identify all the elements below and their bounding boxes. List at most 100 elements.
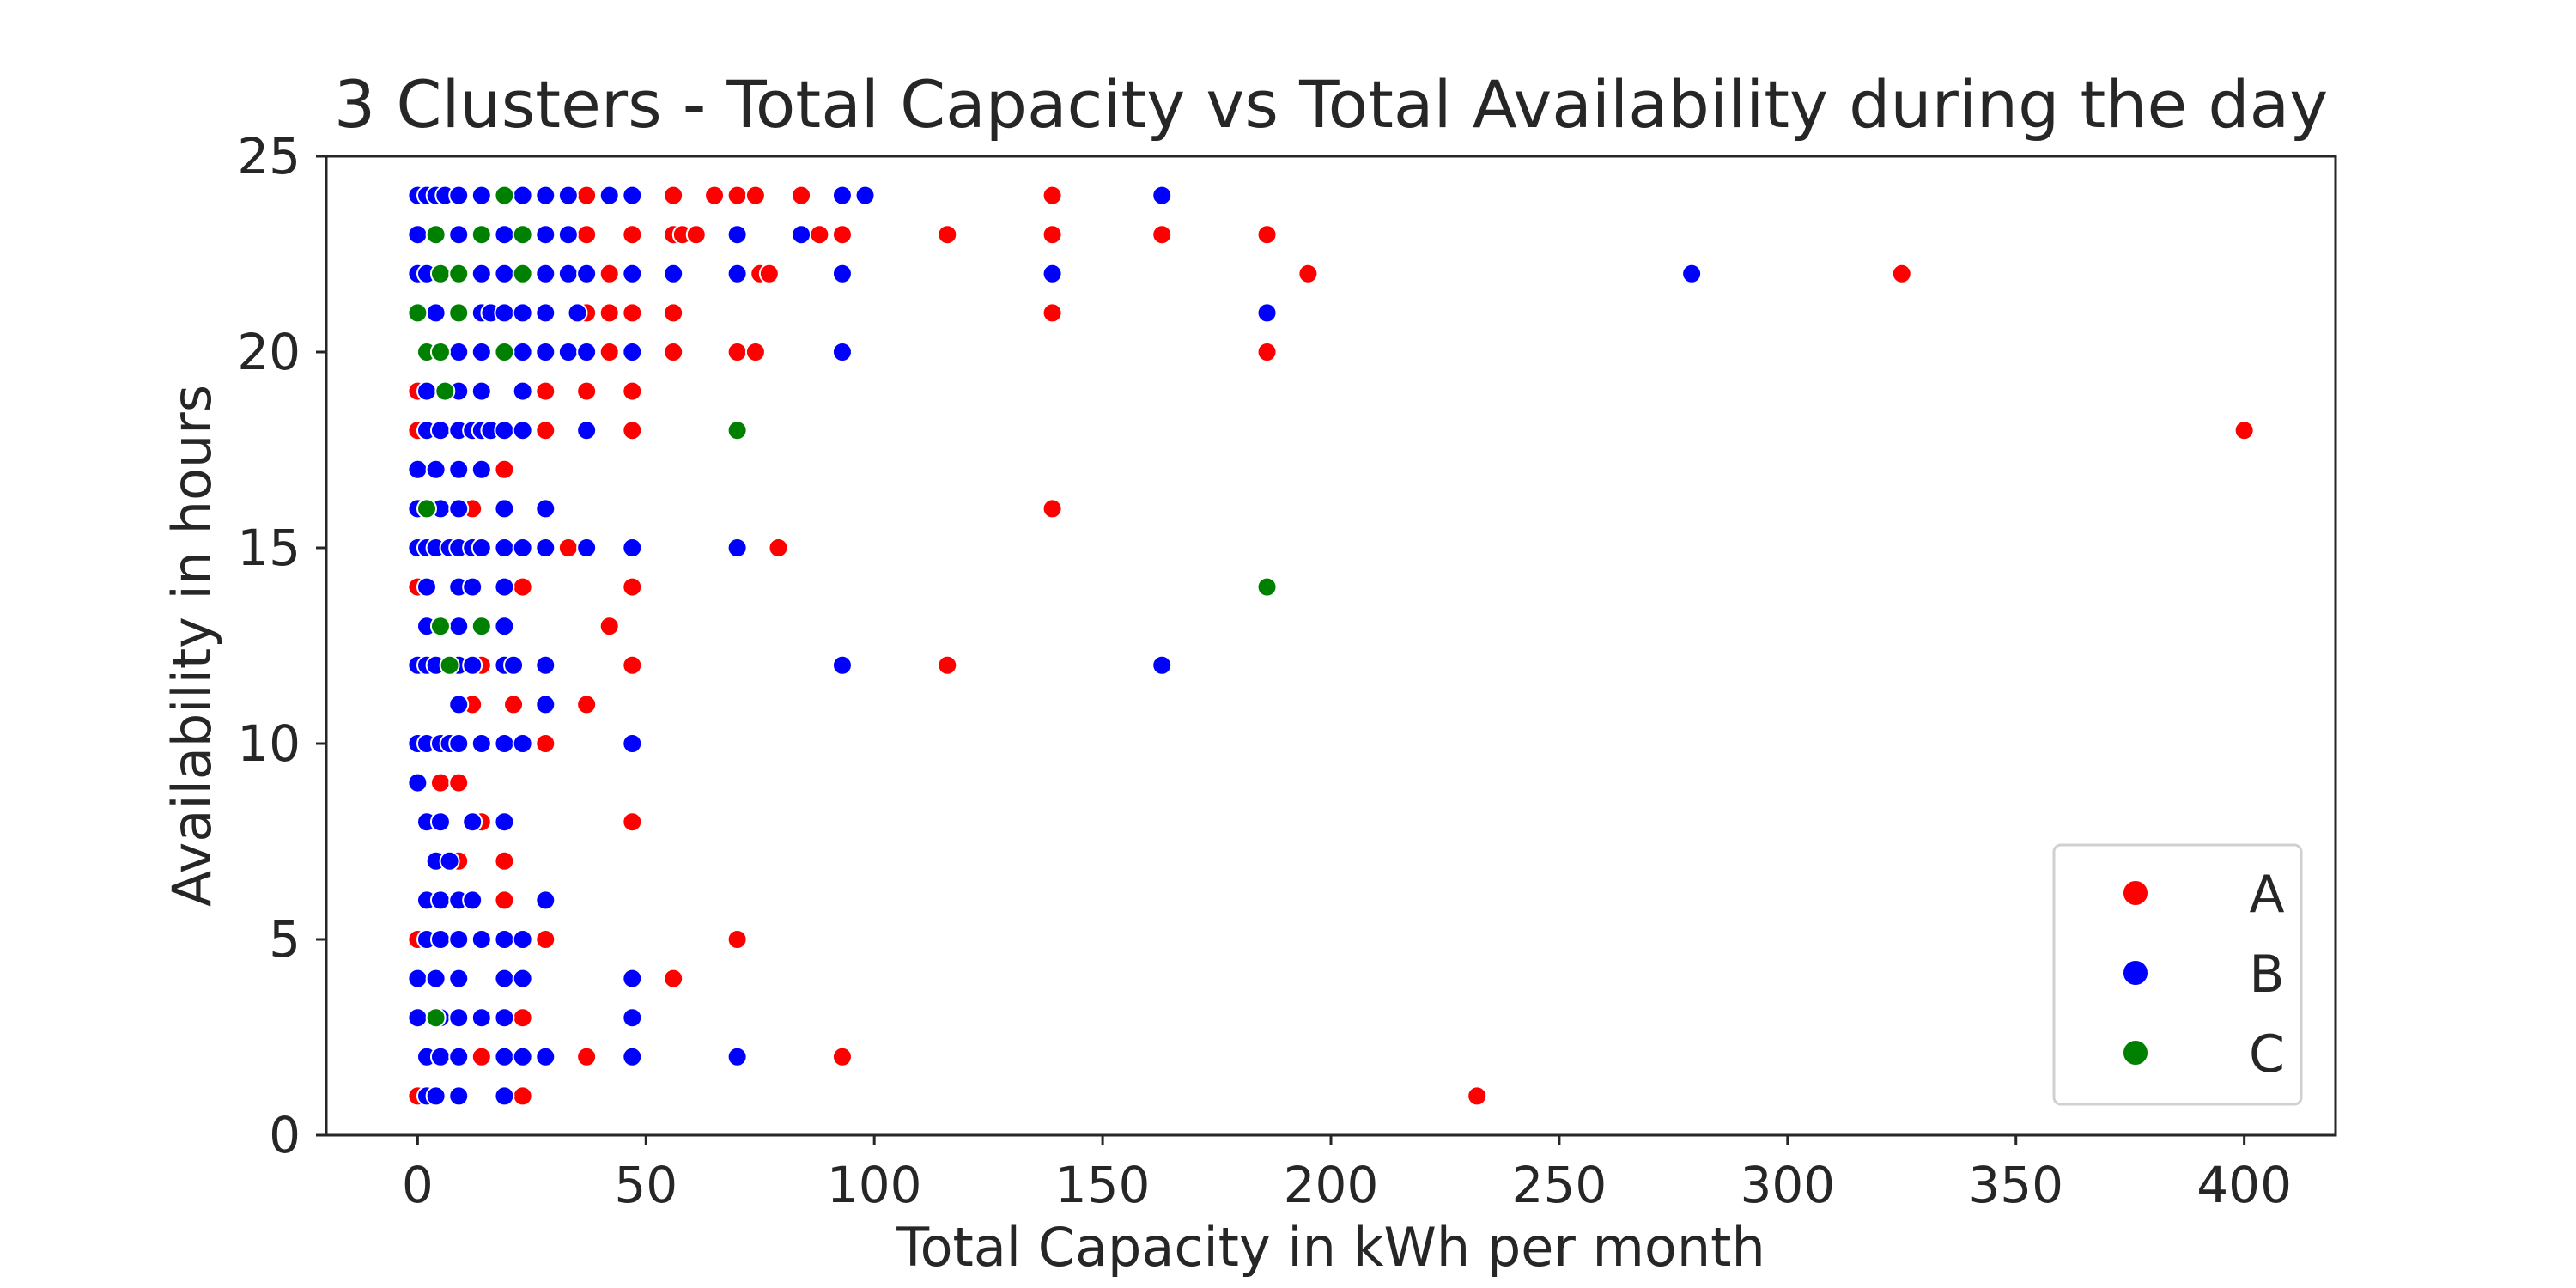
point-A [576, 380, 598, 402]
x-tick-label: 400 [2196, 1156, 2292, 1214]
point-B [535, 185, 556, 206]
point-B [1256, 302, 1278, 324]
point-B [831, 654, 853, 676]
x-axis-ticks: 0 50 100 150 200 250 300 350 400 [402, 1135, 2292, 1214]
point-B [494, 302, 515, 324]
point-B [462, 890, 483, 911]
point-A [1151, 224, 1173, 246]
point-B [494, 1007, 515, 1029]
point-A [535, 929, 556, 950]
point-B [448, 185, 470, 206]
point-A [598, 342, 620, 362]
point-C [512, 263, 533, 284]
point-B [448, 1085, 470, 1107]
point-B [462, 811, 483, 833]
point-C [429, 342, 451, 362]
point-B [429, 929, 451, 950]
point-B [448, 616, 470, 637]
point-B [512, 342, 533, 362]
point-B [448, 459, 470, 480]
point-B [535, 890, 556, 911]
x-tick-label: 350 [1968, 1156, 2063, 1214]
point-A [744, 185, 766, 206]
point-B [557, 342, 579, 362]
point-B [425, 302, 447, 324]
point-A [809, 224, 830, 246]
point-C [425, 224, 447, 246]
point-A [726, 342, 748, 362]
point-B [726, 224, 748, 246]
point-B [622, 185, 643, 206]
point-A [1042, 224, 1063, 246]
point-A [622, 380, 643, 402]
point-B [407, 968, 428, 989]
point-B [462, 576, 483, 598]
point-B [512, 185, 533, 206]
x-tick-label: 150 [1055, 1156, 1151, 1214]
point-B [1151, 654, 1173, 676]
point-C [425, 1007, 447, 1029]
point-B [494, 538, 515, 558]
point-C [1256, 576, 1278, 598]
point-B [503, 654, 525, 676]
point-A [1042, 498, 1063, 519]
point-B [535, 694, 556, 715]
point-C [407, 302, 428, 324]
point-C [494, 342, 515, 362]
point-B [494, 968, 515, 989]
point-A [622, 811, 643, 833]
y-tick-label: 0 [269, 1106, 301, 1164]
point-B [557, 185, 579, 206]
point-A [576, 1046, 598, 1067]
point-B [494, 498, 515, 519]
point-C [448, 263, 470, 284]
point-B [535, 498, 556, 519]
point-B [1681, 263, 1703, 284]
legend-marker-B [2122, 959, 2149, 987]
point-A [598, 616, 620, 637]
point-B [494, 733, 515, 754]
point-B [471, 733, 492, 754]
y-tick-label: 15 [237, 519, 301, 577]
point-B [512, 420, 533, 441]
point-B [512, 1046, 533, 1067]
point-A [598, 302, 620, 324]
point-A [535, 420, 556, 441]
point-B [407, 224, 428, 246]
point-B [448, 733, 470, 754]
point-B [471, 380, 492, 402]
point-B [535, 538, 556, 558]
x-tick-label: 0 [402, 1156, 434, 1214]
point-A [831, 224, 853, 246]
point-A [576, 224, 598, 246]
point-A [1042, 185, 1063, 206]
point-A [1256, 342, 1278, 362]
point-B [622, 1046, 643, 1067]
legend-label-C: C [2249, 1024, 2285, 1084]
point-A [598, 263, 620, 284]
point-A [471, 1046, 492, 1067]
point-A [1891, 263, 1912, 284]
x-tick-label: 200 [1284, 1156, 1379, 1214]
point-B [791, 224, 812, 246]
legend-marker-A [2122, 879, 2149, 907]
point-A [622, 420, 643, 441]
point-A [726, 185, 748, 206]
point-B [494, 929, 515, 950]
point-B [535, 654, 556, 676]
y-tick-label: 20 [237, 323, 301, 381]
point-A [1256, 224, 1278, 246]
point-A [535, 733, 556, 754]
point-A [448, 772, 470, 793]
point-C [512, 224, 533, 246]
point-A [622, 654, 643, 676]
chart-title: 3 Clusters - Total Capacity vs Total Ava… [334, 66, 2328, 143]
x-tick-label: 50 [614, 1156, 677, 1214]
x-tick-label: 300 [1740, 1156, 1835, 1214]
point-B [622, 733, 643, 754]
point-B [471, 929, 492, 950]
point-B [512, 733, 533, 754]
point-A [494, 890, 515, 911]
point-A [576, 185, 598, 206]
legend-marker-C [2122, 1039, 2149, 1066]
